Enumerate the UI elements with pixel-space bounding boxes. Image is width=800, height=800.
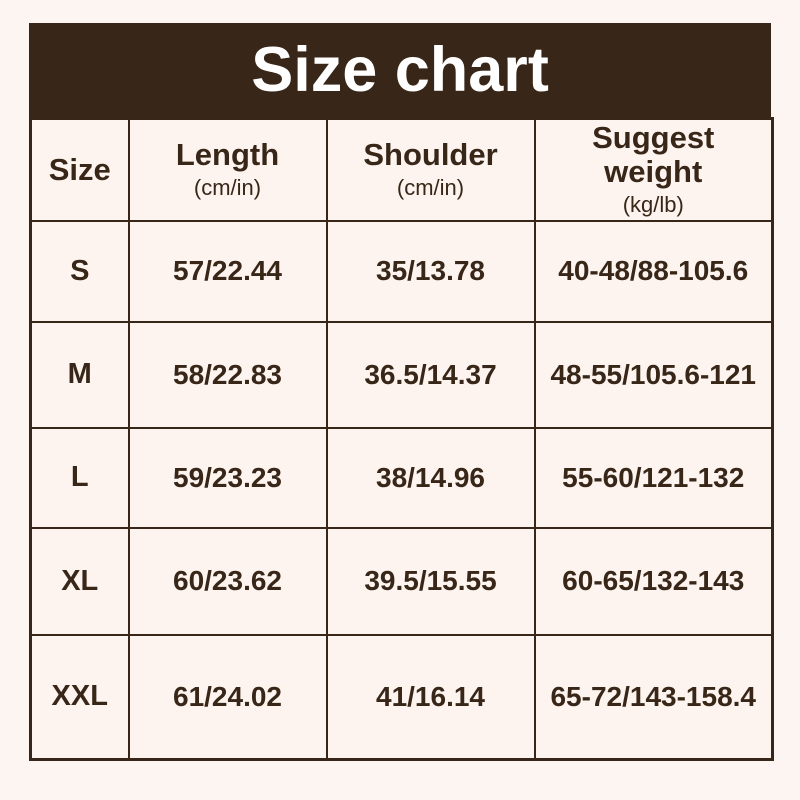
page-title: Size chart — [251, 34, 549, 105]
col-header-weight-label: Suggest weight — [592, 119, 715, 189]
size-value: XXL — [29, 633, 130, 761]
size-value: L — [29, 426, 130, 529]
table-row-m: M 58/22.83 36.5/14.37 48-55/105.6-121 — [29, 320, 774, 429]
size-value: M — [29, 320, 130, 429]
length-value: 59/23.23 — [127, 426, 328, 529]
shoulder-value: 36.5/14.37 — [325, 320, 536, 429]
length-value: 60/23.62 — [127, 526, 328, 636]
col-header-length: Length (cm/in) — [127, 117, 328, 222]
col-header-shoulder: Shoulder (cm/in) — [325, 117, 536, 222]
title-banner: Size chart — [29, 23, 771, 117]
col-header-size-label: Size — [48, 151, 111, 187]
size-value: S — [29, 219, 130, 323]
weight-value: 55-60/121-132 — [533, 426, 774, 529]
size-chart-table: Size Length (cm/in) Shoulder (cm/in) Sug… — [29, 117, 774, 761]
shoulder-value: 41/16.14 — [325, 633, 536, 761]
header-row: Size Length (cm/in) Shoulder (cm/in) Sug… — [29, 117, 774, 222]
shoulder-value: 39.5/15.55 — [325, 526, 536, 636]
shoulder-value: 35/13.78 — [325, 219, 536, 323]
weight-value: 65-72/143-158.4 — [533, 633, 774, 761]
col-header-length-unit: (cm/in) — [193, 175, 262, 201]
weight-value: 48-55/105.6-121 — [533, 320, 774, 429]
weight-value: 40-48/88-105.6 — [533, 219, 774, 323]
size-value: XL — [29, 526, 130, 636]
col-header-weight-unit: (kg/lb) — [622, 192, 684, 218]
col-header-size: Size — [29, 117, 130, 222]
table-row-l: L 59/23.23 38/14.96 55-60/121-132 — [29, 426, 774, 529]
col-header-weight: Suggest weight (kg/lb) — [533, 117, 774, 222]
length-value: 57/22.44 — [127, 219, 328, 323]
col-header-length-label: Length — [175, 136, 280, 172]
col-header-shoulder-unit: (cm/in) — [396, 175, 465, 201]
table-row-xxl: XXL 61/24.02 41/16.14 65-72/143-158.4 — [29, 633, 774, 761]
length-value: 61/24.02 — [127, 633, 328, 761]
table-row-s: S 57/22.44 35/13.78 40-48/88-105.6 — [29, 219, 774, 323]
col-header-shoulder-label: Shoulder — [363, 136, 498, 172]
weight-value: 60-65/132-143 — [533, 526, 774, 636]
shoulder-value: 38/14.96 — [325, 426, 536, 529]
table-row-xl: XL 60/23.62 39.5/15.55 60-65/132-143 — [29, 526, 774, 636]
length-value: 58/22.83 — [127, 320, 328, 429]
